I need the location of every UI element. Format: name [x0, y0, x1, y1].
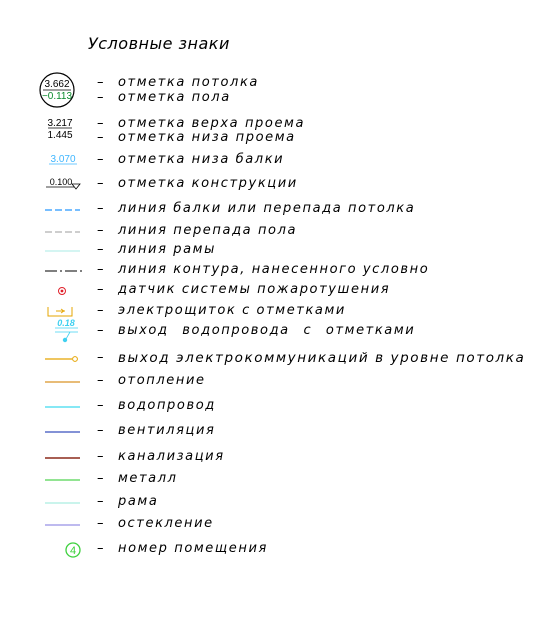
- legend-label: отопление: [118, 373, 206, 388]
- legend-item: – датчик системы пожаротушения: [0, 281, 552, 301]
- ceiling-elevation-value: 3.662: [44, 79, 69, 90]
- legend-item: – линия балки или перепада потолка: [0, 200, 552, 220]
- circled-elevation-icon: 3.662 −0.113: [28, 72, 94, 108]
- svg-text:0.18: 0.18: [57, 318, 75, 328]
- svg-text:4: 4: [70, 545, 76, 557]
- legend-label: линия балки или перепада потолка: [118, 201, 416, 216]
- construction-elevation-icon: 0.100: [28, 175, 94, 195]
- legend-item: – выход электрокоммуникаций в уровне пот…: [0, 349, 552, 369]
- legend-dash: –: [97, 90, 104, 105]
- beam-bottom-elevation-icon: 3.070: [28, 151, 94, 171]
- legend-item: – остекление: [0, 515, 552, 535]
- legend-item: – вентиляция: [0, 422, 552, 442]
- legend-dash: –: [97, 323, 104, 338]
- legend-item: – водопровод: [0, 397, 552, 417]
- fire-sensor-icon: [28, 281, 94, 301]
- legend-dash: –: [97, 116, 104, 131]
- water-outlet-icon: 0.18: [28, 318, 94, 343]
- legend-dash: –: [97, 494, 104, 509]
- ceiling-electrical-outlet-icon: [28, 349, 94, 369]
- legend-label: водопровод: [118, 398, 216, 413]
- legend-item: – электрощиток с отметками: [0, 302, 552, 322]
- legend-dash: –: [97, 75, 104, 90]
- legend-dash: –: [97, 516, 104, 531]
- legend-dash: –: [97, 152, 104, 167]
- legend-label: отметка потолка: [118, 75, 259, 90]
- legend-label: линия контура, нанесенного условно: [118, 262, 430, 277]
- legend-label: рама: [118, 494, 159, 509]
- legend-label: электрощиток с отметками: [118, 303, 346, 318]
- legend-label: выход электрокоммуникаций в уровне потол…: [118, 350, 526, 366]
- opening-top-elevation-icon: 3.217 1.445: [28, 115, 94, 141]
- legend-dash: –: [97, 201, 104, 216]
- legend-label: вентиляция: [118, 423, 216, 438]
- legend-label: канализация: [118, 449, 225, 464]
- legend-item: – линия рамы: [0, 241, 552, 261]
- sewer-line-swatch: [28, 448, 94, 468]
- legend-label: отметка конструкции: [118, 176, 298, 191]
- legend-dash: –: [97, 350, 104, 365]
- room-number-icon: 4: [28, 540, 94, 560]
- legend-item: – рама: [0, 493, 552, 513]
- legend-item: 0.100 – отметка конструкции: [0, 175, 552, 195]
- frame-material-line-swatch: [28, 493, 94, 513]
- legend-dash: –: [97, 449, 104, 464]
- legend-item: 3.662 −0.113 – отметка потолка: [0, 72, 552, 108]
- legend-label: датчик системы пожаротушения: [118, 282, 391, 297]
- legend-label: номер помещения: [118, 541, 268, 556]
- legend-dash: –: [97, 471, 104, 486]
- legend-dash: –: [97, 398, 104, 413]
- legend-dash: –: [97, 130, 104, 145]
- svg-text:1.445: 1.445: [47, 130, 72, 141]
- legend-label: отметка верха проема: [118, 116, 306, 131]
- legend-label: линия рамы: [118, 242, 216, 257]
- svg-text:3.070: 3.070: [50, 154, 75, 165]
- legend-item: – металл: [0, 470, 552, 490]
- floor-elevation-value: −0.113: [42, 91, 73, 102]
- legend-dash: –: [97, 373, 104, 388]
- heating-line-swatch: [28, 372, 94, 392]
- legend-dash: –: [97, 541, 104, 556]
- legend-dash: –: [97, 176, 104, 191]
- legend-item: – отопление: [0, 372, 552, 392]
- legend-item: 3.217 1.445 – отметка верха проема: [0, 115, 552, 141]
- floor-line-swatch: [28, 222, 94, 242]
- svg-text:3.217: 3.217: [47, 118, 72, 129]
- ventilation-line-swatch: [28, 422, 94, 442]
- legend-item: – канализация: [0, 448, 552, 468]
- legend-label: остекление: [118, 516, 214, 531]
- legend-title: Условные знаки: [88, 34, 230, 53]
- legend-label: линия перепада пола: [118, 223, 298, 238]
- legend-dash: –: [97, 303, 104, 318]
- frame-line-swatch: [28, 241, 94, 261]
- legend-item: – отметка низа проема: [0, 129, 552, 149]
- beam-line-swatch: [28, 200, 94, 220]
- contour-line-swatch: [28, 261, 94, 281]
- legend-item: – линия контура, нанесенного условно: [0, 261, 552, 281]
- legend-label: выход водопровода с отметками: [118, 323, 416, 338]
- legend-label: отметка пола: [118, 90, 231, 105]
- water-supply-line-swatch: [28, 397, 94, 417]
- legend-label: металл: [118, 471, 178, 486]
- legend-item: 0.18 – выход водопровода с отметками: [0, 318, 552, 343]
- legend-item: – отметка пола: [0, 89, 552, 109]
- svg-text:0.100: 0.100: [50, 177, 73, 187]
- legend-label: отметка низа проема: [118, 130, 296, 145]
- legend-dash: –: [97, 282, 104, 297]
- legend-item: 4 – номер помещения: [0, 540, 552, 560]
- legend-item: 3.070 – отметка низа балки: [0, 151, 552, 171]
- legend-dash: –: [97, 242, 104, 257]
- legend-dash: –: [97, 423, 104, 438]
- metal-line-swatch: [28, 470, 94, 490]
- legend-dash: –: [97, 223, 104, 238]
- glazing-line-swatch: [28, 515, 94, 535]
- legend-label: отметка низа балки: [118, 152, 285, 167]
- electrical-panel-icon: [28, 302, 94, 322]
- legend-item: – линия перепада пола: [0, 222, 552, 242]
- legend-dash: –: [97, 262, 104, 277]
